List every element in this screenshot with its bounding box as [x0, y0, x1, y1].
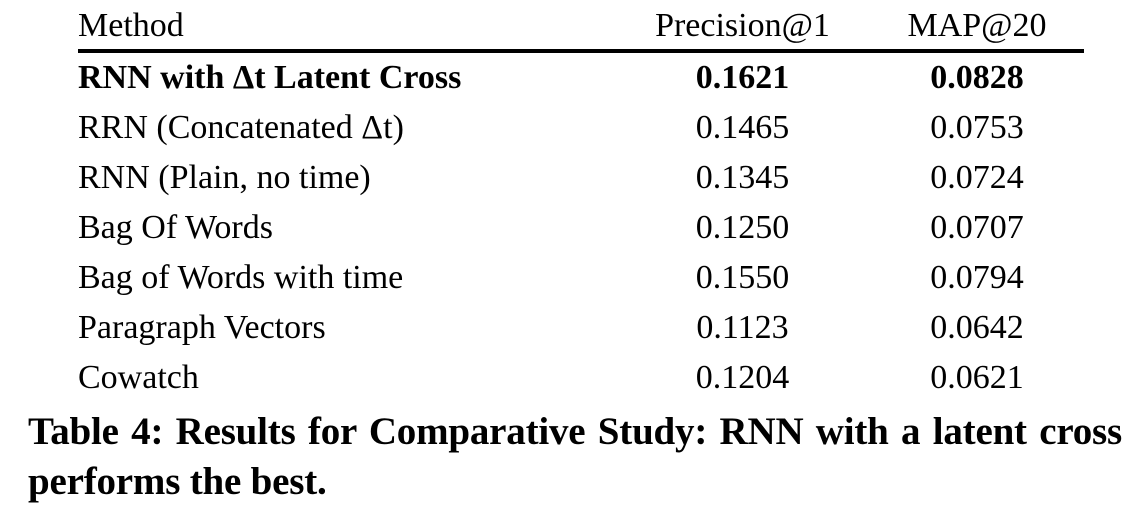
table-row: Cowatch 0.1204 0.0621	[78, 353, 1084, 403]
map-cell: 0.0794	[930, 259, 1024, 296]
map-cell: 0.0707	[930, 209, 1024, 246]
precision-cell: 0.1123	[696, 309, 789, 346]
precision-cell: 0.1204	[695, 359, 790, 396]
method-cell: Bag of Words with time	[78, 259, 404, 296]
method-cell: RNN with Δt Latent Cross	[78, 59, 462, 96]
method-cell: Paragraph Vectors	[78, 309, 326, 346]
column-header-precision: Precision@1	[655, 6, 830, 44]
map-cell: 0.0621	[930, 359, 1024, 396]
table-row: RNN with Δt Latent Cross 0.1621 0.0828	[78, 51, 1084, 103]
method-cell: RNN (Plain, no time)	[78, 159, 371, 196]
column-header-method: Method	[78, 6, 184, 44]
map-cell: 0.0642	[930, 309, 1024, 346]
map-cell: 0.0828	[930, 59, 1024, 96]
results-table: Method Precision@1 MAP@20 RNN with Δt La…	[78, 2, 1084, 403]
table-row: RNN (Plain, no time) 0.1345 0.0724	[78, 153, 1084, 203]
table-row: Bag of Words with time 0.1550 0.0794	[78, 253, 1084, 303]
table-caption: Table 4: Results for Comparative Study: …	[28, 410, 1122, 503]
map-cell: 0.0724	[930, 159, 1024, 196]
precision-cell: 0.1250	[695, 209, 790, 246]
method-cell: Bag Of Words	[78, 209, 273, 246]
precision-cell: 0.1345	[695, 159, 790, 196]
precision-cell: 0.1550	[695, 259, 790, 296]
table-row: Paragraph Vectors 0.1123 0.0642	[78, 303, 1084, 353]
table-header-row: Method Precision@1 MAP@20	[78, 2, 1084, 51]
map-cell: 0.0753	[930, 109, 1024, 146]
table-row: RRN (Concatenated Δt) 0.1465 0.0753	[78, 103, 1084, 153]
precision-cell: 0.1621	[695, 59, 790, 96]
column-header-map: MAP@20	[907, 6, 1047, 44]
table-row: Bag Of Words 0.1250 0.0707	[78, 203, 1084, 253]
precision-cell: 0.1465	[695, 109, 790, 146]
method-cell: Cowatch	[78, 359, 199, 396]
method-cell: RRN (Concatenated Δt)	[78, 109, 404, 146]
